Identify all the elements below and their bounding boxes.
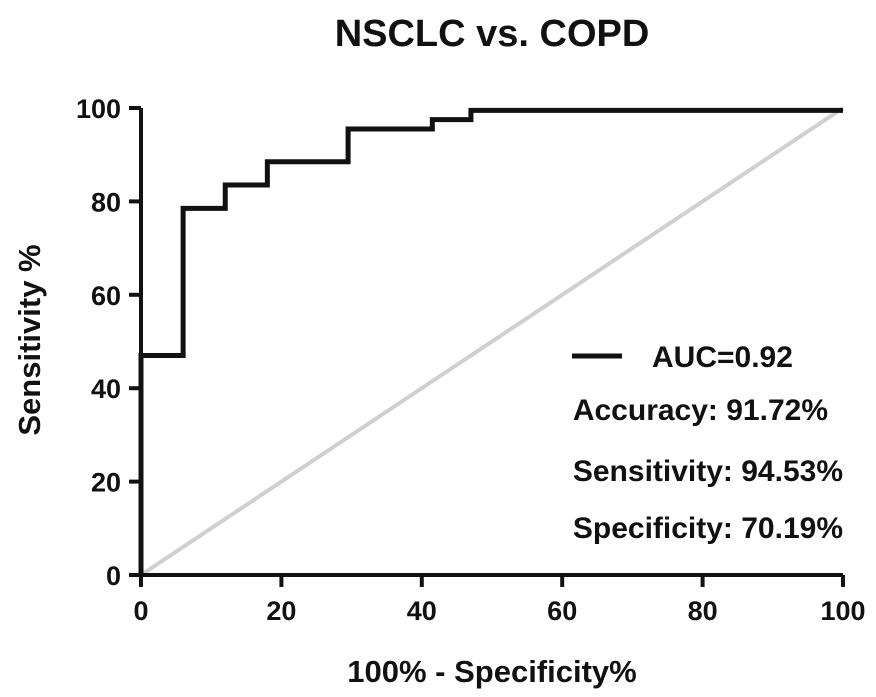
- specificity-annotation: Specificity: 70.19%: [573, 512, 843, 545]
- legend: AUC=0.92: [572, 341, 793, 374]
- y-tick-label: 40: [91, 374, 121, 404]
- plot-area: 0 20 40 60 80 100 0 20 40 60 80 100: [76, 94, 866, 626]
- x-tick-label: 0: [133, 596, 148, 626]
- y-tick-label: 0: [106, 561, 121, 591]
- x-tick-label: 20: [266, 596, 296, 626]
- roc-curve-line: [138, 107, 843, 575]
- accuracy-annotation: Accuracy: 91.72%: [573, 394, 828, 427]
- y-tick-label: 80: [91, 187, 121, 217]
- x-axis-label: 100% - Specificity%: [347, 654, 636, 689]
- x-tick-label: 40: [407, 596, 437, 626]
- y-tick-label: 100: [76, 94, 121, 124]
- x-tick-label: 60: [547, 596, 577, 626]
- reference-diagonal-line: [139, 106, 845, 577]
- chart-title: NSCLC vs. COPD: [335, 13, 650, 55]
- x-tick-label: 100: [820, 596, 865, 626]
- y-tick-label: 20: [91, 468, 121, 498]
- y-axis-label: Sensitivity %: [12, 244, 47, 435]
- sensitivity-annotation: Sensitivity: 94.53%: [573, 455, 843, 488]
- x-tick-label: 80: [688, 596, 718, 626]
- legend-label: AUC=0.92: [652, 341, 793, 374]
- y-tick-label: 60: [91, 281, 121, 311]
